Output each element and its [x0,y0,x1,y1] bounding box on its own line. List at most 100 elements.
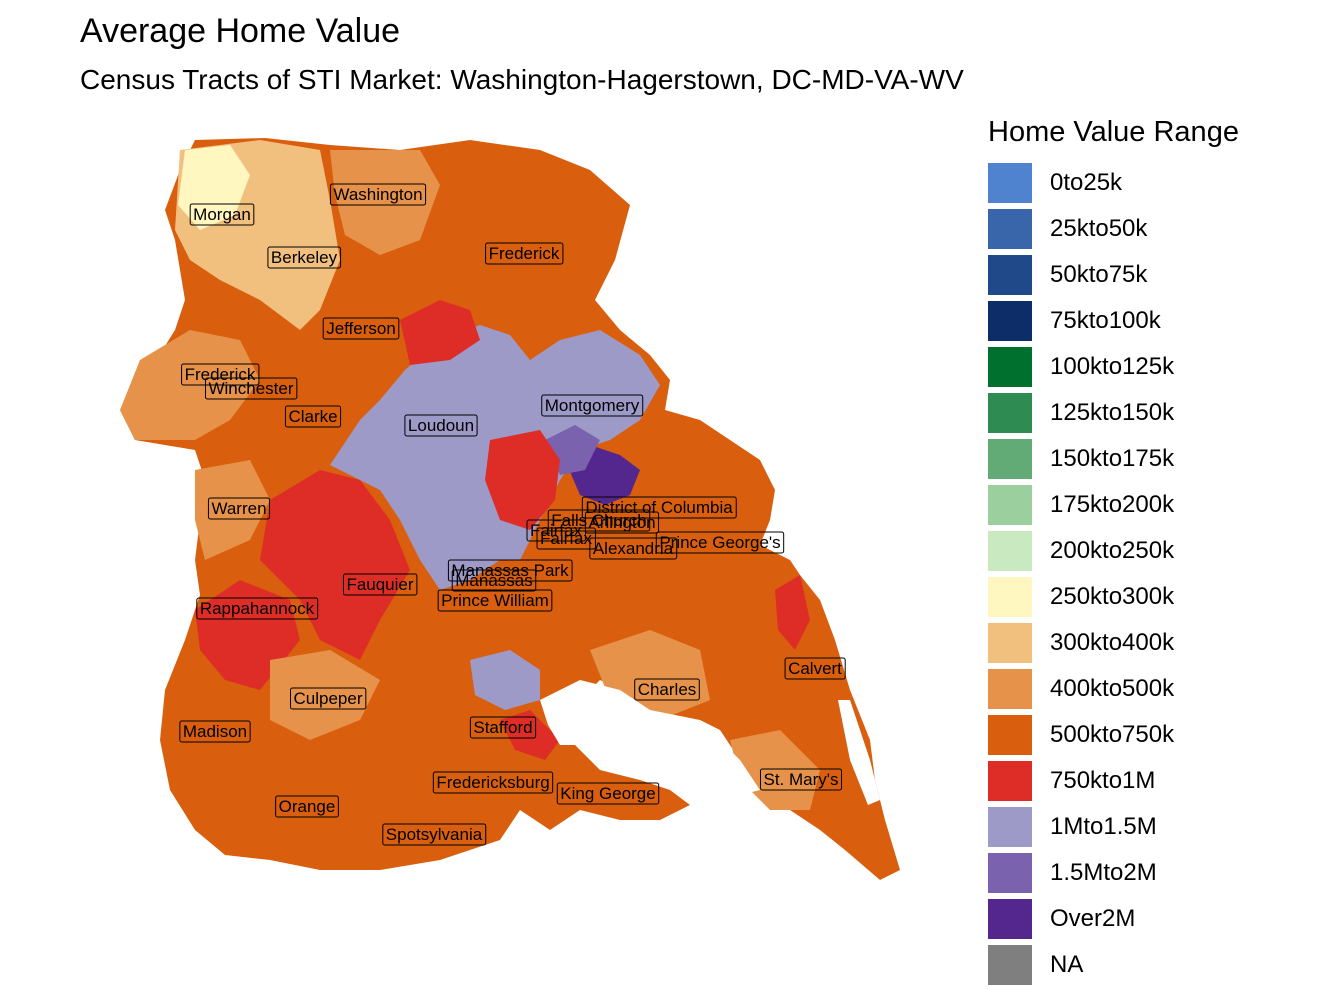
county-label-box [556,782,660,805]
county-label-text: Frederick [185,365,256,384]
legend-label: 75kto100k [1050,307,1161,334]
county-label-text: Warren [211,499,266,518]
legend-item: NA [988,945,1083,985]
legend-label: 25kto50k [1050,215,1148,242]
county-label-text: Alexandria [593,539,674,558]
legend-swatch [988,301,1032,341]
county-label: Madison [179,720,251,743]
county-label-box [267,246,342,269]
legend-swatch [988,623,1032,663]
county-label-box [581,496,737,519]
county-label: St. Mary's [759,768,843,791]
county-label: Clarke [284,405,342,428]
county-label-text: Orange [279,797,336,816]
county-label: Stafford [469,716,537,739]
legend-item: 750kto1M [988,761,1155,801]
county-label-box [322,317,400,340]
county-label-box [382,823,487,846]
county-label: Warren [207,497,271,520]
legend-swatch [988,531,1032,571]
county-label-text: Spotsylvania [386,825,483,844]
county-label-text: Loudoun [408,416,474,435]
county-label-box [526,519,586,542]
county-label: Calvert [784,657,846,680]
region-frederick-md-high [400,300,480,365]
county-label: Manassas [451,569,537,592]
legend-label: 1Mto1.5M [1050,813,1157,840]
county-label-text: Culpeper [294,689,363,708]
legend-swatch [988,669,1032,709]
choropleth-map: Washington Morgan Berkeley Frederick Jeffers… [120,138,900,880]
county-label: Arlington [584,511,660,534]
legend-swatch [988,807,1032,847]
region-fauquier-high [260,470,410,660]
legend-label: Over2M [1050,905,1136,932]
county-label-box [196,597,319,620]
county-label-box [342,573,418,596]
legend-label: 400kto500k [1050,675,1175,702]
county-label: King George [556,782,660,805]
legend-swatch [988,209,1032,249]
legend-label: 50kto75k [1050,261,1148,288]
county-label-text: Jefferson [326,319,396,338]
chesapeake-inlet [838,700,880,805]
legend-item: 1.5Mto2M [988,853,1157,893]
county-label-text: Washington [333,185,422,204]
county-label-text: Madison [183,722,247,741]
county-label-box [290,687,367,710]
legend-item: 0to25k [988,163,1122,203]
legend-label: 150kto175k [1050,445,1175,472]
legend-item: 300kto400k [988,623,1174,663]
county-label: Prince George's [655,531,785,554]
legend-title: Home Value Range [988,116,1239,148]
legend-label: 200kto250k [1050,537,1175,564]
legend-label: 100kto125k [1050,353,1175,380]
county-label-text: King George [560,784,655,803]
county-label-box [634,678,700,701]
legend-item: Over2M [988,899,1135,939]
county-label: Prince William [437,589,553,612]
legend-item: 25kto50k [988,209,1147,249]
legend-swatch [988,485,1032,525]
county-label-text: Frederick [489,244,560,263]
legend-item: 75kto100k [988,301,1161,341]
county-label: Washington [329,183,427,206]
legend-label: 125kto150k [1050,399,1175,426]
county-label: Fauquier [342,573,418,596]
legend-swatch [988,945,1032,985]
county-label-text: Prince George's [659,533,780,552]
county-label-box [207,497,271,520]
county-label: Frederick [485,242,564,265]
county-label-text: Charles [638,680,697,699]
county-label-text: Berkeley [271,248,338,267]
legend-item: 125kto150k [988,393,1174,433]
legend-swatch [988,761,1032,801]
county-label-text: Fauquier [346,575,413,594]
legend-item: 500kto750k [988,715,1174,755]
legend-swatch [988,163,1032,203]
county-label-box [179,720,251,743]
county-label: Berkeley [267,246,342,269]
county-label-text: St. Mary's [763,770,838,789]
county-label: Spotsylvania [382,823,487,846]
region-culpeper-light [270,650,380,740]
county-label-box [404,414,478,437]
county-label-box [204,377,298,400]
county-label-text: Morgan [193,205,251,224]
legend-label: 500kto750k [1050,721,1175,748]
county-label-text: Montgomery [545,396,640,415]
chart-title: Average Home Value [80,12,401,50]
legend-item: 150kto175k [988,439,1174,479]
county-label-box [329,183,427,206]
legend-swatch [988,899,1032,939]
legend-label: NA [1050,951,1084,978]
county-label-box [189,203,255,226]
chart-subtitle: Census Tracts of STI Market: Washington-… [80,64,964,95]
county-label-box [432,771,554,794]
county-label: Charles [634,678,700,701]
region-morgan [178,145,250,230]
county-label: Fredericksburg [432,771,554,794]
region-dc-ring [485,430,560,530]
county-label: Orange [275,795,339,818]
legend-item: 100kto125k [988,347,1174,387]
